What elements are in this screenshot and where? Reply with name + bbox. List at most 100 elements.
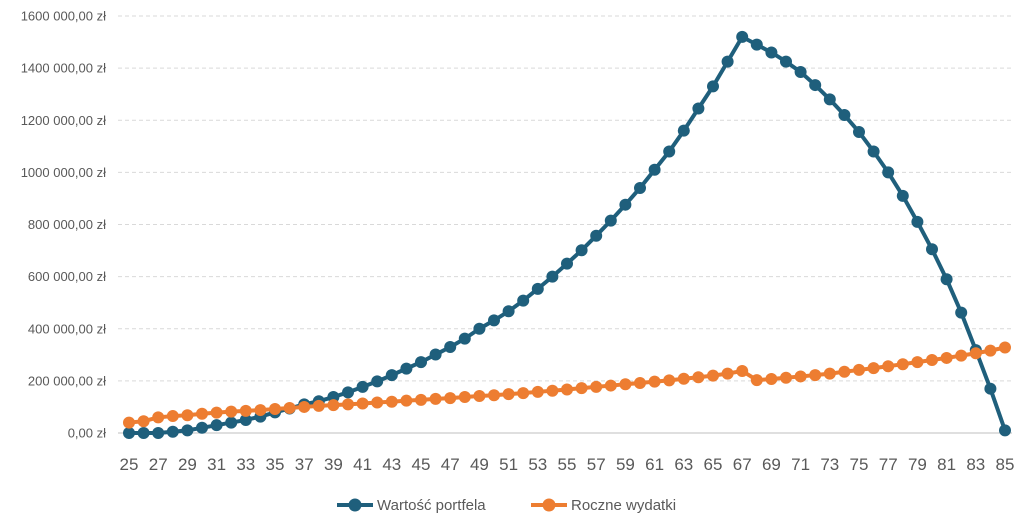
data-point [123, 427, 135, 439]
data-point [853, 363, 865, 376]
data-point [634, 376, 646, 389]
data-point [604, 379, 617, 392]
x-tick-label: 55 [558, 455, 577, 474]
data-point [137, 427, 150, 439]
x-tick-label: 75 [850, 455, 869, 474]
data-point [385, 369, 398, 382]
y-tick-label: 1000 000,00 zł [21, 165, 106, 180]
x-tick-label: 31 [207, 455, 226, 474]
data-point [663, 374, 676, 387]
data-point [444, 392, 457, 405]
x-tick-label: 51 [499, 455, 518, 474]
data-point [955, 306, 968, 319]
data-point [575, 382, 588, 395]
data-point [166, 410, 179, 423]
data-point [473, 389, 486, 402]
data-point [648, 163, 661, 176]
data-point [604, 214, 617, 227]
data-point [940, 273, 953, 286]
data-point [999, 424, 1011, 437]
y-tick-label: 0,00 zł [68, 426, 106, 441]
data-point [298, 400, 311, 413]
data-point [123, 416, 135, 429]
data-point [999, 341, 1011, 354]
x-tick-label: 77 [879, 455, 898, 474]
grid-lines [118, 15, 1012, 382]
y-tick-label: 1600 000,00 zł [21, 9, 106, 24]
x-tick-label: 61 [645, 455, 664, 474]
data-point [531, 385, 544, 398]
data-point [940, 351, 953, 364]
x-tick-label: 33 [236, 455, 255, 474]
data-point [458, 391, 471, 404]
series-group [123, 30, 1011, 439]
data-point [677, 124, 690, 137]
x-tick-label: 27 [149, 455, 168, 474]
x-tick-label: 45 [412, 455, 431, 474]
data-point [765, 373, 778, 386]
data-point [429, 392, 442, 405]
x-tick-label: 79 [908, 455, 927, 474]
x-tick-label: 69 [762, 455, 781, 474]
data-point [531, 282, 544, 295]
data-point [502, 305, 515, 318]
legend-marker [348, 498, 362, 512]
x-tick-label: 73 [820, 455, 839, 474]
x-tick-label: 43 [382, 455, 401, 474]
x-tick-label: 29 [178, 455, 197, 474]
data-point [575, 244, 588, 257]
legend-item: Wartość portfela [337, 497, 486, 514]
data-point [590, 229, 603, 242]
x-tick-label: 59 [616, 455, 635, 474]
data-point [239, 404, 252, 417]
series-annual-expenses [123, 341, 1011, 429]
data-point [181, 424, 194, 437]
data-point [823, 367, 836, 380]
data-point [867, 145, 880, 158]
data-point [239, 413, 252, 426]
data-point [546, 384, 559, 397]
data-point [196, 407, 208, 420]
data-point [415, 393, 427, 406]
y-tick-label: 800 000,00 zł [28, 217, 106, 232]
data-point [750, 38, 763, 51]
data-point [400, 362, 413, 375]
data-point [648, 375, 661, 388]
x-tick-label: 35 [266, 455, 285, 474]
legend-label: Wartość portfela [377, 497, 486, 514]
legend-marker [542, 498, 556, 512]
data-point [152, 411, 165, 424]
data-point [838, 365, 851, 378]
data-point [882, 166, 895, 179]
data-point [867, 362, 880, 375]
data-point [736, 364, 749, 377]
data-point [458, 332, 471, 345]
x-tick-label: 41 [353, 455, 372, 474]
data-point [663, 145, 676, 158]
data-point [312, 399, 325, 412]
data-point [911, 356, 924, 369]
data-point [809, 79, 822, 92]
data-point [561, 257, 573, 270]
data-point [546, 270, 559, 283]
data-point [707, 80, 719, 93]
data-point [721, 55, 734, 68]
x-tick-label: 85 [996, 455, 1015, 474]
data-point [502, 388, 515, 401]
x-tick-label: 39 [324, 455, 343, 474]
data-point [984, 382, 997, 395]
y-tick-label: 200 000,00 zł [28, 373, 106, 388]
x-tick-label: 71 [791, 455, 810, 474]
legend-item: Roczne wydatki [531, 497, 676, 514]
data-point [750, 374, 763, 387]
data-point [254, 404, 267, 417]
legend: Wartość portfela Roczne wydatki [337, 497, 676, 514]
x-tick-label: 81 [937, 455, 956, 474]
data-point [473, 322, 486, 335]
data-point [780, 55, 792, 68]
data-point [517, 294, 530, 307]
data-point [356, 397, 369, 410]
data-point [371, 396, 384, 409]
data-point [444, 340, 457, 353]
data-point [385, 395, 398, 408]
